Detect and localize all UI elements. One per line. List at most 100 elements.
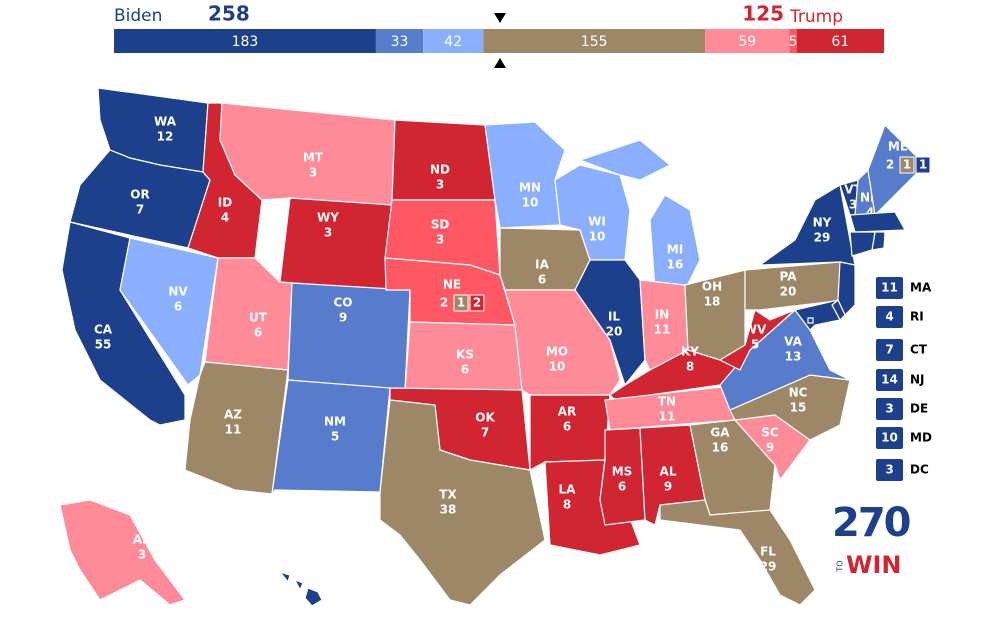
state-abbr: WV bbox=[744, 323, 767, 337]
state-abbr: CT bbox=[910, 343, 928, 357]
district-box bbox=[469, 294, 485, 312]
state[interactable] bbox=[659, 499, 816, 606]
bar-label: 155 bbox=[581, 34, 608, 50]
state[interactable] bbox=[271, 379, 391, 495]
state-abbr: ND bbox=[430, 163, 450, 177]
state-abbr: NJ bbox=[910, 373, 925, 387]
state[interactable] bbox=[293, 578, 304, 592]
state-abbr: MD bbox=[910, 431, 932, 445]
state-abbr: MN bbox=[519, 181, 541, 195]
state[interactable] bbox=[278, 570, 291, 584]
state-abbr: AZ bbox=[224, 408, 242, 422]
state-votes: 7 bbox=[481, 426, 489, 440]
state[interactable] bbox=[793, 299, 841, 331]
state-abbr: IN bbox=[655, 308, 670, 322]
state-votes: 29 bbox=[760, 560, 777, 574]
logo-win: WIN bbox=[846, 551, 902, 579]
state[interactable] bbox=[184, 361, 289, 495]
state[interactable] bbox=[718, 309, 796, 371]
state-votes: 4 bbox=[303, 620, 311, 634]
state-abbr: KS bbox=[456, 348, 474, 362]
state-abbr: NE bbox=[443, 278, 461, 292]
state-abbr: MO bbox=[546, 345, 568, 359]
district-votes: 1 bbox=[919, 158, 927, 172]
state-abbr: CO bbox=[333, 296, 352, 310]
state-box[interactable] bbox=[876, 277, 903, 299]
state-votes: 14 bbox=[881, 373, 898, 387]
state-abbr: FL bbox=[760, 545, 776, 559]
state-abbr: ID bbox=[218, 196, 232, 210]
center-arrow-down bbox=[494, 13, 506, 23]
right-total: 125 bbox=[742, 2, 784, 26]
state[interactable] bbox=[574, 259, 646, 387]
state[interactable] bbox=[119, 237, 219, 386]
district-box bbox=[915, 156, 931, 174]
state[interactable] bbox=[807, 317, 814, 324]
state-votes: 7 bbox=[885, 343, 893, 357]
state-votes: 4 bbox=[221, 211, 229, 225]
state-box[interactable] bbox=[876, 398, 903, 420]
bar-segment bbox=[114, 29, 376, 53]
state[interactable] bbox=[849, 211, 906, 233]
state-votes: 3 bbox=[324, 226, 332, 240]
state-votes: 3 bbox=[849, 198, 857, 212]
state-votes: 6 bbox=[618, 480, 626, 494]
state-box[interactable] bbox=[876, 459, 903, 481]
state-votes: 9 bbox=[339, 311, 347, 325]
state[interactable] bbox=[849, 231, 876, 257]
state[interactable] bbox=[758, 184, 856, 266]
state-abbr: UT bbox=[249, 311, 268, 325]
state-box[interactable] bbox=[876, 339, 903, 361]
state-box[interactable] bbox=[876, 306, 903, 328]
state-votes: 3 bbox=[138, 548, 146, 562]
state-abbr: SC bbox=[761, 426, 779, 440]
state-votes: 11 bbox=[654, 323, 671, 337]
state-votes: 12 bbox=[157, 130, 174, 144]
state-abbr: RI bbox=[910, 310, 924, 324]
state-votes: 6 bbox=[563, 420, 571, 434]
bar-label: 183 bbox=[232, 34, 259, 50]
state-votes: 3 bbox=[436, 178, 444, 192]
state-abbr: MI bbox=[667, 243, 683, 257]
state-votes: 3 bbox=[885, 463, 893, 477]
state-box[interactable] bbox=[876, 427, 903, 449]
state[interactable] bbox=[484, 121, 566, 229]
state-votes: 20 bbox=[606, 325, 623, 339]
state-votes: 10 bbox=[589, 230, 606, 244]
center-arrow-up bbox=[494, 58, 506, 68]
state-abbr: MT bbox=[303, 151, 324, 165]
bar-segment bbox=[796, 29, 884, 53]
state-abbr: OH bbox=[702, 280, 722, 294]
state[interactable] bbox=[837, 261, 856, 317]
state[interactable] bbox=[744, 261, 846, 311]
state-votes: 15 bbox=[790, 401, 807, 415]
state-votes: 8 bbox=[563, 498, 571, 512]
state-abbr: IA bbox=[535, 258, 549, 272]
state-abbr: WY bbox=[317, 211, 339, 225]
bar-label: 33 bbox=[391, 34, 409, 50]
state-abbr: OK bbox=[475, 411, 495, 425]
state-votes: 10 bbox=[522, 196, 539, 210]
state-votes: 11 bbox=[659, 410, 676, 424]
state-votes: 6 bbox=[254, 326, 262, 340]
state-votes: 20 bbox=[780, 285, 797, 299]
state-votes: 9 bbox=[766, 441, 774, 455]
state-abbr: GA bbox=[710, 426, 730, 440]
state[interactable] bbox=[578, 139, 672, 181]
bar-segment bbox=[423, 29, 484, 53]
state-votes: 2 bbox=[440, 296, 448, 310]
state-abbr: HI bbox=[300, 605, 315, 619]
state-votes: 6 bbox=[174, 300, 182, 314]
state[interactable] bbox=[59, 499, 186, 606]
state-votes: 2 bbox=[886, 158, 894, 172]
state-votes: 11 bbox=[881, 281, 898, 295]
state-box[interactable] bbox=[876, 369, 903, 391]
state-abbr: OR bbox=[130, 188, 149, 202]
state-abbr: CA bbox=[94, 323, 113, 337]
state-abbr: NC bbox=[789, 386, 808, 400]
state[interactable] bbox=[379, 399, 546, 606]
state[interactable] bbox=[304, 587, 323, 607]
state-votes: 38 bbox=[440, 503, 457, 517]
state-votes: 18 bbox=[704, 295, 721, 309]
